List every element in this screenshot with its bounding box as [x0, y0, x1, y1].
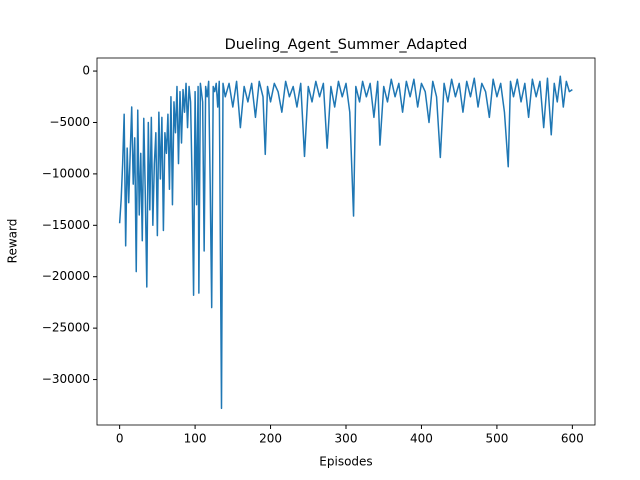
x-tick-label: 600 — [561, 432, 584, 446]
x-tick-label: 300 — [335, 432, 358, 446]
x-axis-label: Episodes — [319, 455, 372, 469]
x-tick-label: 0 — [116, 432, 124, 446]
x-tick-label: 400 — [410, 432, 433, 446]
y-tick-label: 0 — [82, 64, 90, 78]
x-tick-label: 100 — [184, 432, 207, 446]
plot-frame — [96, 57, 596, 426]
y-tick-label: −20000 — [42, 269, 90, 283]
y-tick-label: −5000 — [49, 115, 90, 129]
y-axis-label: Reward — [6, 219, 20, 264]
y-tick-label: −30000 — [42, 372, 90, 386]
chart-title: Dueling_Agent_Summer_Adapted — [225, 37, 468, 53]
y-tick-label: −25000 — [42, 321, 90, 335]
y-tick-label: −10000 — [42, 166, 90, 180]
y-tick-label: −15000 — [42, 218, 90, 232]
x-tick-label: 500 — [485, 432, 508, 446]
line — [118, 75, 573, 410]
x-tick-label: 200 — [259, 432, 282, 446]
